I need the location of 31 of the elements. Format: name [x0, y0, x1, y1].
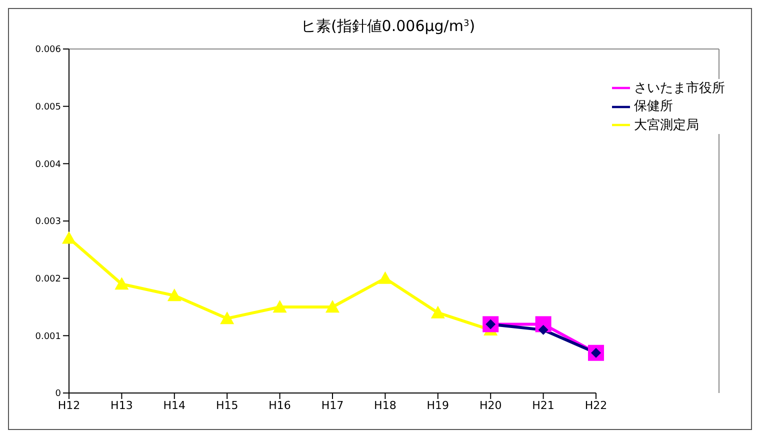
point — [326, 300, 340, 313]
point — [272, 300, 287, 313]
x-tick-label: H18 — [374, 398, 396, 412]
x-tick-label: H22 — [584, 398, 608, 412]
y-tick-label: 0.004 — [35, 160, 62, 170]
x-tick-label: H19 — [426, 398, 450, 412]
x-tick-label: H17 — [321, 398, 344, 412]
point — [538, 324, 548, 335]
chart-title: ヒ素(指針値0.006μg/m$^{3}$) — [300, 17, 476, 35]
y-tick-label: 0.001 — [35, 332, 61, 342]
x-tick-label: H21 — [532, 398, 554, 412]
point — [167, 288, 182, 302]
x-tick-label: H12 — [58, 398, 80, 412]
y-tick-label: 0.005 — [35, 102, 61, 113]
point — [220, 311, 234, 324]
point — [378, 271, 392, 284]
y-tick-label: 0.002 — [35, 274, 61, 285]
x-tick-label: H16 — [268, 398, 291, 412]
y-tick-label: 0.006 — [35, 45, 62, 56]
y-tick-label: 0 — [55, 389, 62, 400]
y-tick-label: 0.003 — [35, 217, 61, 228]
x-tick-label: H14 — [163, 398, 186, 412]
point — [114, 277, 129, 290]
point — [430, 306, 445, 318]
x-tick-label: H20 — [479, 398, 502, 412]
x-tick-label: H15 — [216, 398, 238, 412]
legend-label: さいたま市役所 — [634, 81, 725, 96]
legend-label: 大宮測定局 — [634, 118, 699, 133]
point — [62, 231, 76, 244]
legend-label: 保健所 — [634, 99, 673, 114]
x-tick-label: H13 — [110, 398, 133, 412]
